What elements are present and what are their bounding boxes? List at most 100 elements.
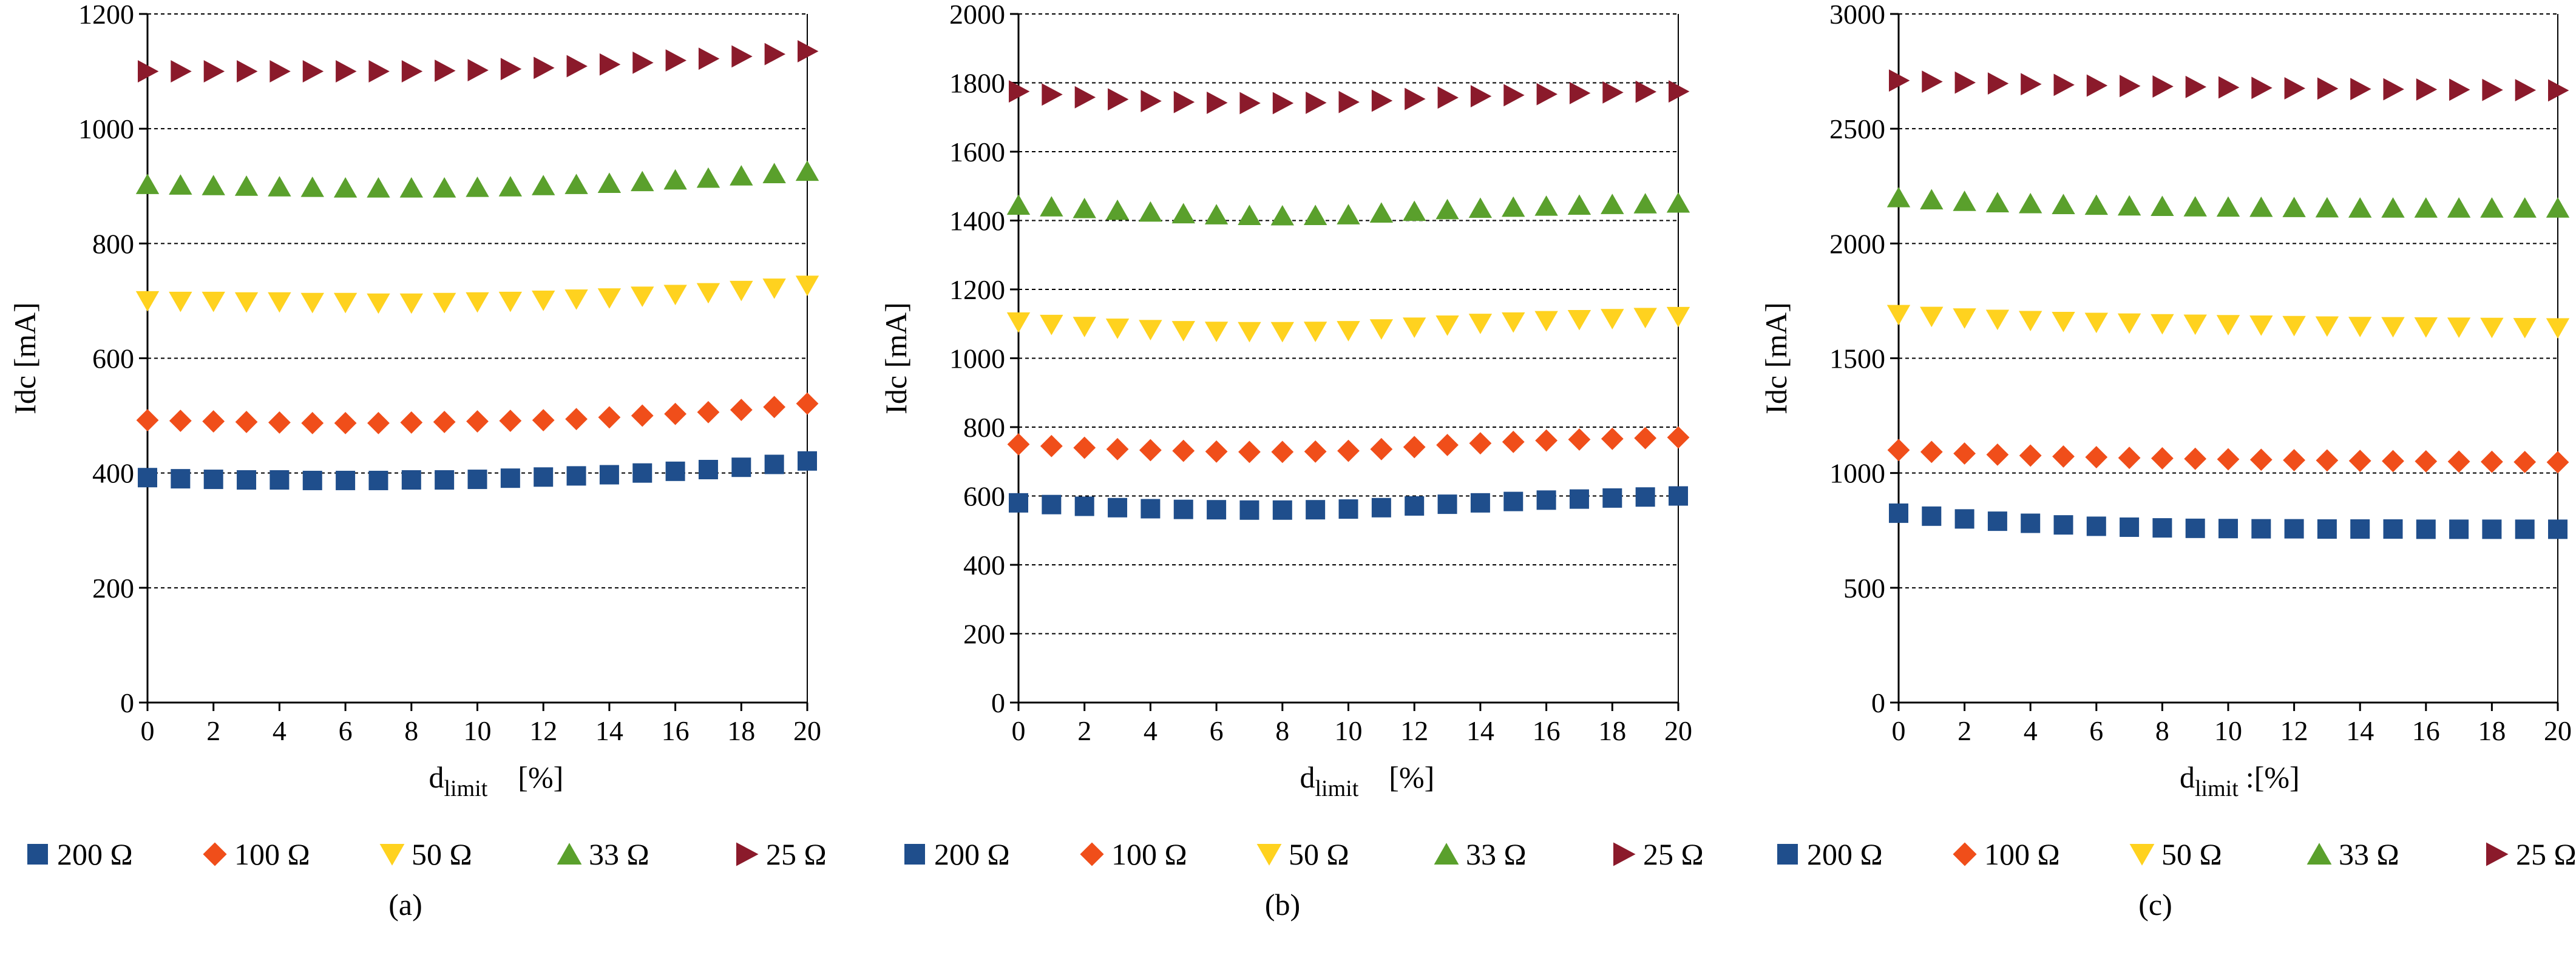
data-point: [1569, 489, 1589, 509]
data-point: [1920, 306, 1944, 328]
data-point: [2249, 196, 2273, 217]
data-point: [2218, 76, 2240, 99]
data-point: [2184, 447, 2207, 470]
data-point: [2084, 194, 2108, 215]
data-point: [698, 47, 720, 70]
data-point: [2053, 73, 2075, 96]
data-point: [2513, 197, 2537, 218]
data-point: [2482, 519, 2502, 539]
series-square: [1889, 503, 2568, 539]
panel-b-legend: 200 Ω 100 Ω 50 Ω 33 Ω 25 Ω: [904, 837, 1704, 871]
data-point: [2251, 76, 2273, 99]
data-point: [336, 470, 356, 490]
data-point: [2216, 315, 2240, 336]
data-point: [762, 163, 786, 183]
data-point: [1953, 191, 1976, 211]
data-point: [2548, 519, 2568, 539]
y-tick-label: 0: [1871, 687, 1885, 718]
data-point: [532, 290, 555, 311]
data-point: [1141, 90, 1162, 112]
data-point: [566, 466, 586, 486]
panel-c-y-axis-label: Idc [mA]: [1759, 302, 1793, 414]
legend-marker-triangle-up: [1434, 843, 1459, 865]
x-axis-label-unit: [%]: [518, 760, 563, 794]
panel-a-x-axis-label: dlimit [%]: [429, 760, 564, 801]
data-point: [795, 275, 819, 296]
data-point: [1922, 506, 1942, 526]
data-point: [1503, 84, 1525, 107]
series-triangle-down: [1886, 305, 2570, 339]
data-point: [730, 165, 753, 186]
legend-item-33-ohm: 33 Ω: [1434, 837, 1527, 871]
data-point: [1108, 88, 1129, 111]
data-point: [663, 285, 687, 306]
data-point: [1306, 92, 1327, 114]
legend-marker-shape: [2129, 844, 2155, 866]
legend-item-50-ohm: 50 Ω: [2129, 837, 2222, 871]
data-point: [1920, 440, 1943, 464]
data-point: [399, 293, 423, 314]
data-point: [432, 177, 456, 198]
data-point: [1371, 89, 1393, 112]
data-point: [597, 288, 622, 309]
legend-label: 100 Ω: [1111, 837, 1187, 871]
data-point: [2447, 197, 2471, 218]
y-tick-label: 2500: [1829, 113, 1885, 144]
legend-marker-shape: [2486, 842, 2509, 866]
data-point: [665, 49, 686, 72]
data-point: [2348, 450, 2371, 473]
data-point: [500, 58, 522, 81]
x-tick-label: 12: [1400, 715, 1428, 746]
panel-c-x-axis-label: dlimit:[%]: [2180, 760, 2300, 801]
legend-label: 33 Ω: [1466, 837, 1527, 871]
data-point: [2152, 518, 2172, 538]
data-point: [2185, 75, 2207, 98]
data-point: [1602, 488, 1622, 508]
data-point: [565, 408, 588, 431]
legend-label: 200 Ω: [1807, 837, 1883, 871]
panel-a-legend: 200 Ω 100 Ω 50 Ω 33 Ω 25 Ω: [27, 837, 827, 871]
data-point: [1139, 439, 1162, 462]
data-point: [1204, 204, 1229, 224]
data-point: [1435, 315, 1459, 336]
data-point: [2086, 74, 2108, 97]
panel-a-caption: (a): [388, 888, 422, 922]
data-point: [2449, 519, 2469, 539]
x-tick-label: 14: [1466, 715, 1494, 746]
data-point: [1303, 204, 1327, 225]
data-point: [1042, 83, 1063, 106]
data-point: [696, 283, 720, 304]
data-point: [333, 177, 358, 198]
legend-label: 200 Ω: [57, 837, 133, 871]
data-point: [336, 60, 357, 83]
series-diamond: [136, 392, 819, 434]
data-point: [500, 468, 520, 488]
x-axis-label-main: d: [1300, 760, 1315, 794]
data-point: [1536, 490, 1556, 510]
data-point: [763, 396, 786, 419]
data-point: [467, 470, 487, 490]
data-point: [334, 411, 357, 434]
data-point: [1139, 320, 1162, 340]
data-point: [1238, 440, 1261, 464]
data-point: [1369, 319, 1394, 340]
legend-item-100-ohm: 100 Ω: [1953, 837, 2060, 871]
y-tick-label: 1200: [78, 0, 134, 30]
y-tick-label: 800: [92, 228, 134, 259]
data-point: [1271, 440, 1294, 464]
data-point: [1171, 203, 1195, 224]
data-point: [2217, 448, 2240, 471]
legend-label: 100 Ω: [1984, 837, 2060, 871]
legend-marker-diamond: [203, 842, 227, 866]
legend-label: 25 Ω: [1643, 837, 1704, 871]
data-point: [302, 470, 322, 490]
data-point: [1073, 198, 1096, 218]
data-point: [1270, 322, 1294, 343]
data-point: [631, 404, 654, 427]
legend-label: 33 Ω: [2339, 837, 2399, 871]
data-point: [1569, 82, 1591, 104]
panel-b-caption: (b): [1265, 888, 1300, 922]
data-point: [2350, 78, 2371, 101]
data-point: [1403, 436, 1426, 459]
